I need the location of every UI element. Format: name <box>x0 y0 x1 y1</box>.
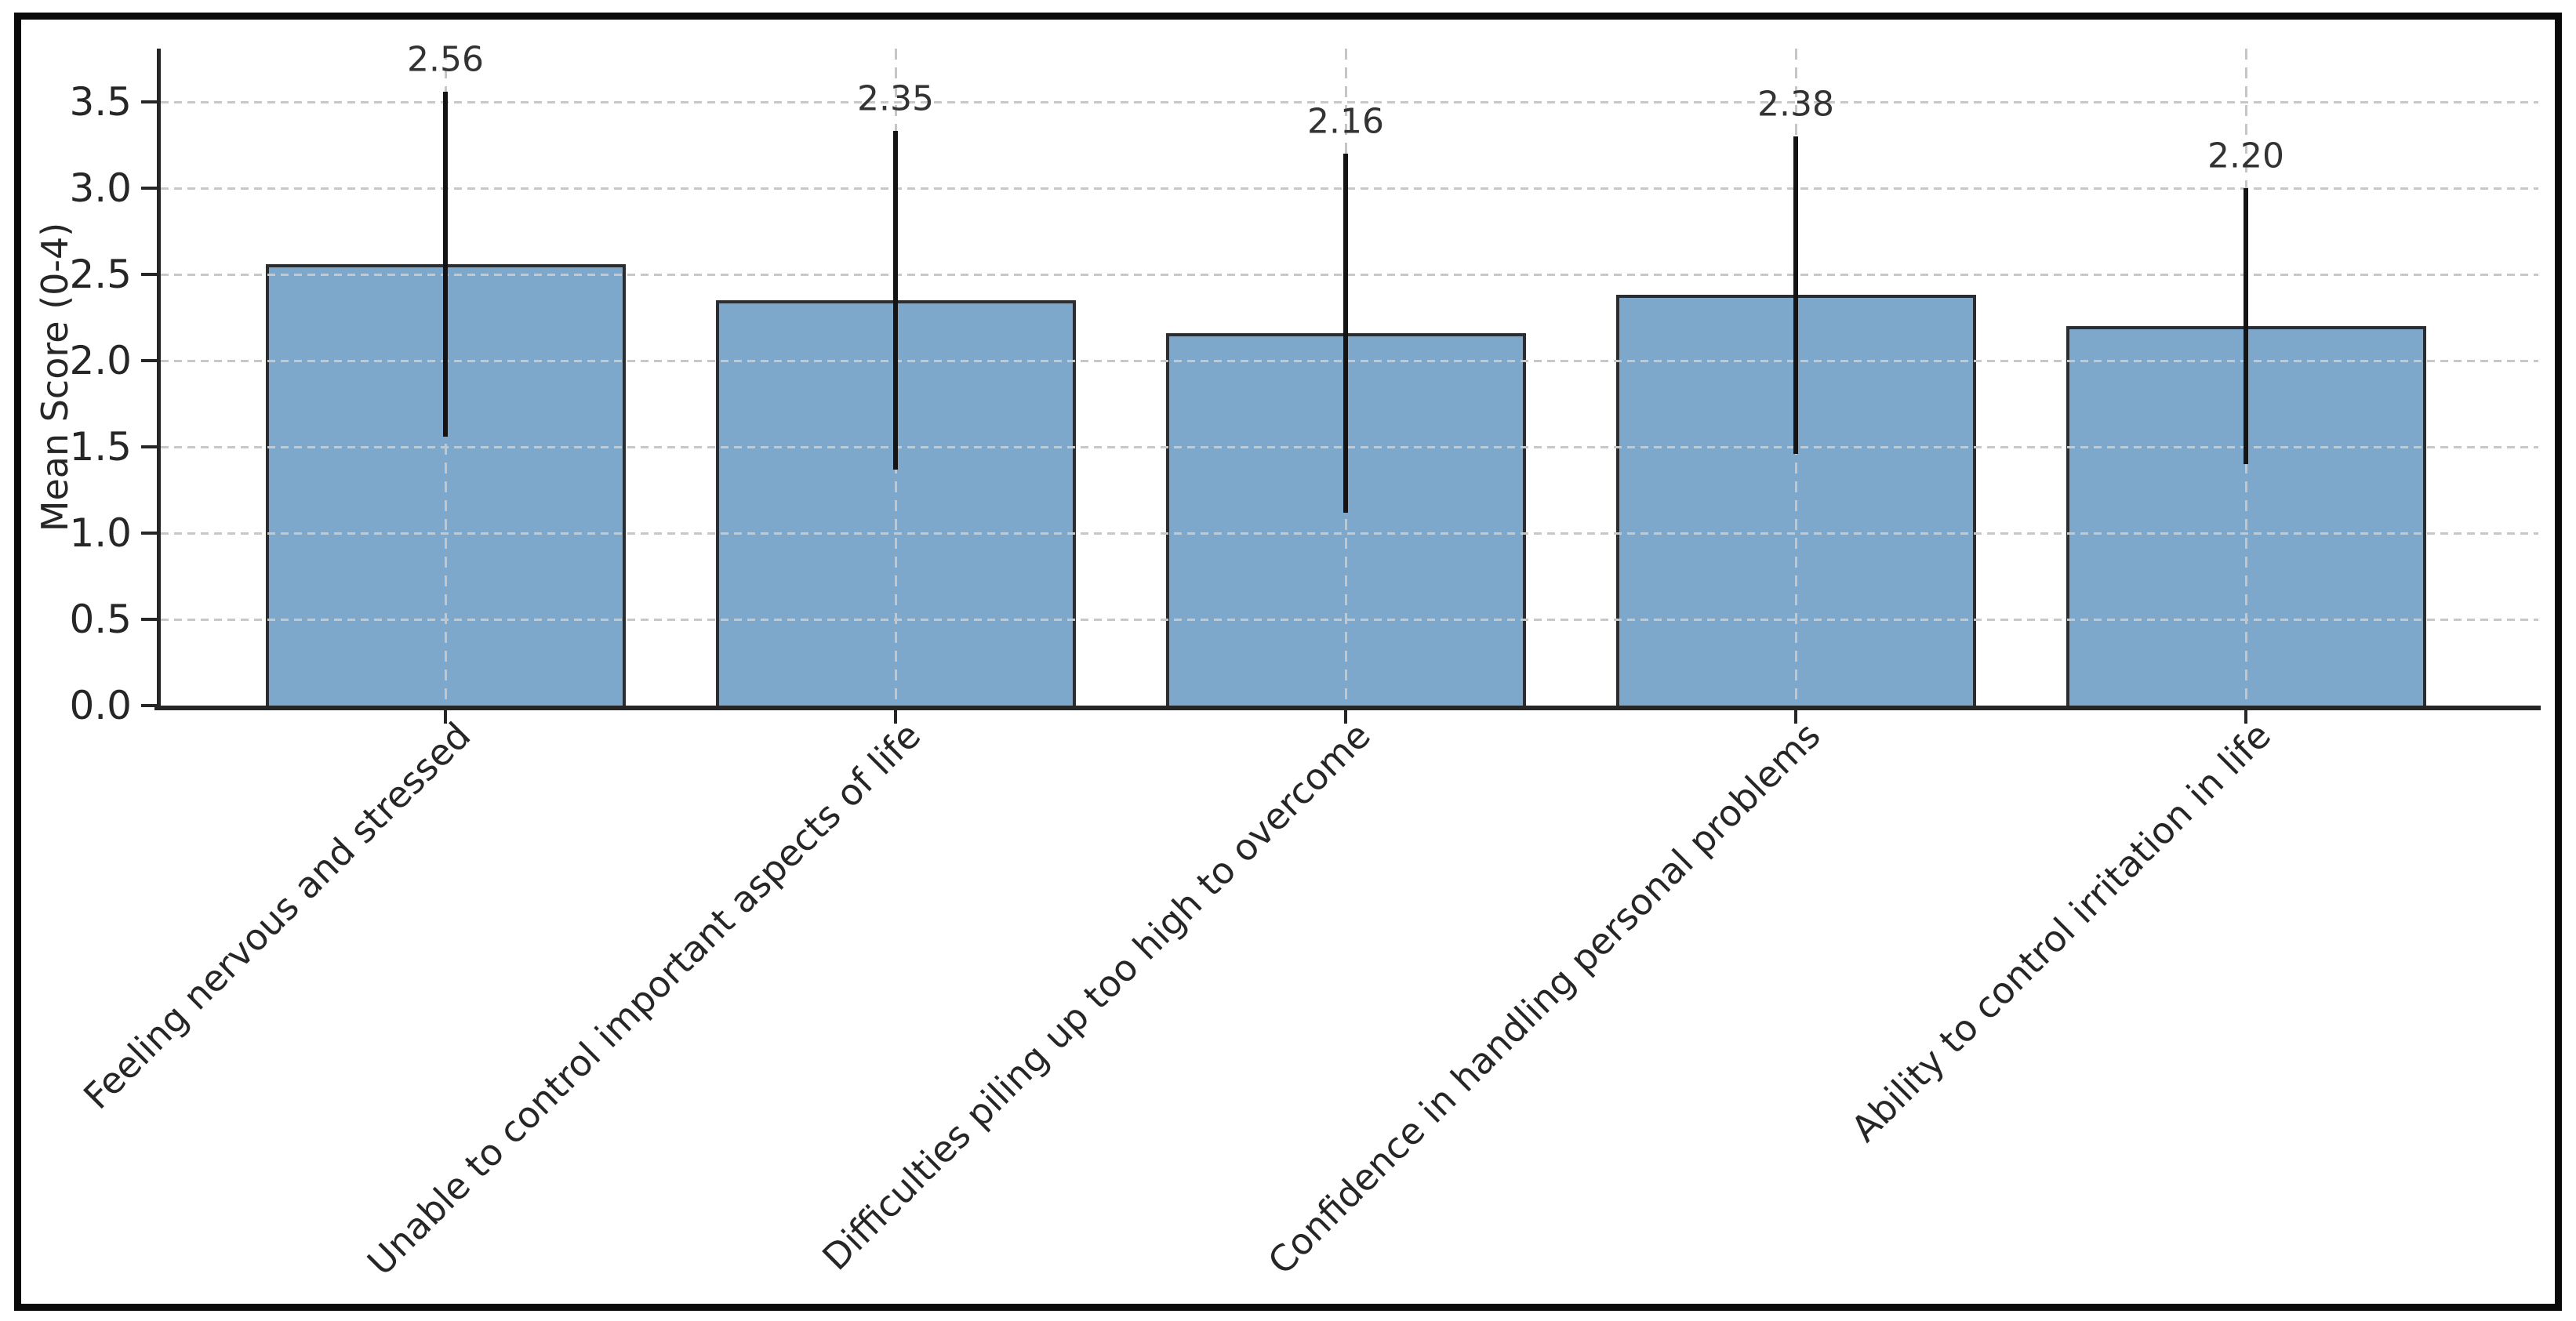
value-label: 2.20 <box>2207 136 2284 176</box>
error-bar <box>2244 188 2248 464</box>
x-tick <box>1794 708 1797 724</box>
value-label: 2.35 <box>857 79 934 119</box>
x-tick <box>444 708 447 724</box>
y-tick <box>141 618 157 621</box>
y-tick <box>141 273 157 276</box>
x-tick-label: Ability to control irritation in life <box>1843 713 2280 1150</box>
x-axis-spine <box>154 706 2541 710</box>
y-tick-label: 3.0 <box>69 165 132 211</box>
grid-line-horizontal <box>161 532 2538 535</box>
y-tick <box>141 359 157 362</box>
y-tick-label: 0.5 <box>69 597 132 642</box>
grid-line-horizontal <box>161 187 2538 190</box>
grid-line-horizontal <box>161 100 2538 103</box>
error-bar <box>893 131 898 470</box>
y-tick <box>141 445 157 448</box>
grid-line-horizontal <box>161 618 2538 621</box>
value-label: 2.16 <box>1307 101 1384 142</box>
x-tick-label: Unable to control important aspects of l… <box>358 713 929 1284</box>
grid-line-horizontal <box>161 359 2538 362</box>
y-tick-label: 1.5 <box>69 424 132 470</box>
y-tick-label: 0.0 <box>69 683 132 728</box>
y-tick-label: 3.5 <box>69 79 132 125</box>
x-tick-label: Confidence in handling personal problems <box>1259 713 1829 1283</box>
y-tick-label: 2.0 <box>69 338 132 383</box>
y-tick <box>141 704 157 707</box>
y-tick <box>141 532 157 535</box>
grid-line-horizontal <box>161 273 2538 276</box>
y-axis-spine <box>157 49 161 710</box>
x-tick-label: Feeling nervous and stressed <box>74 713 479 1118</box>
y-tick-label: 1.0 <box>69 510 132 556</box>
value-label: 2.56 <box>407 39 484 80</box>
x-tick <box>894 708 897 724</box>
y-tick <box>141 187 157 190</box>
y-tick-label: 2.5 <box>69 252 132 297</box>
y-tick <box>141 100 157 103</box>
grid-line-horizontal <box>161 445 2538 448</box>
x-tick <box>2244 708 2247 724</box>
value-label: 2.38 <box>1757 84 1834 125</box>
x-tick <box>1344 708 1347 724</box>
error-bar <box>443 91 448 437</box>
error-bar <box>1793 136 1798 454</box>
error-bar <box>1343 154 1348 513</box>
x-tick-label: Difficulties piling up too high to overc… <box>814 713 1379 1279</box>
